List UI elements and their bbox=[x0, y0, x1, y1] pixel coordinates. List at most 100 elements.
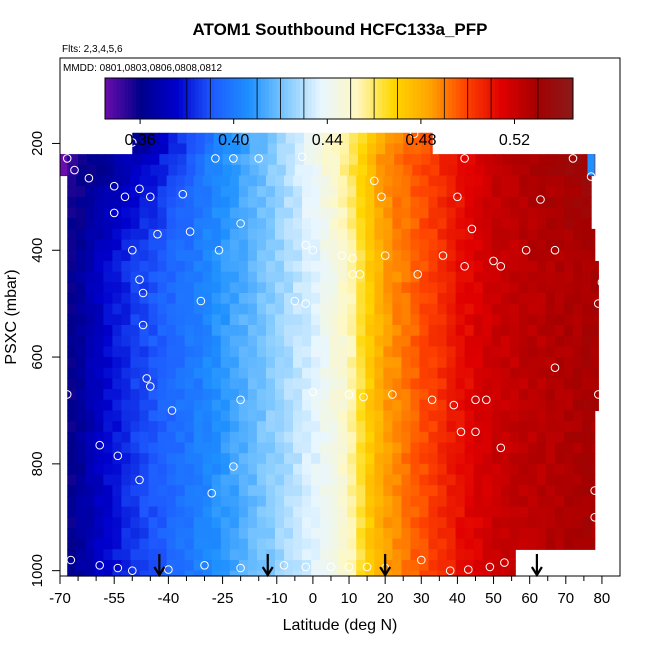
heatmap-cell bbox=[265, 292, 276, 305]
heatmap-cell bbox=[527, 527, 538, 540]
heatmap-cell bbox=[374, 378, 384, 390]
heatmap-cell bbox=[383, 346, 393, 358]
heatmap-cell bbox=[338, 527, 348, 540]
heatmap-cell bbox=[121, 442, 132, 454]
heatmap-cell bbox=[509, 367, 520, 380]
heatmap-cell bbox=[293, 431, 303, 444]
heatmap-cell bbox=[78, 164, 88, 177]
heatmap-cell bbox=[356, 239, 366, 251]
heatmap-cell bbox=[365, 292, 375, 305]
heatmap-cell bbox=[518, 389, 529, 401]
heatmap-cell bbox=[455, 346, 466, 358]
heatmap-cell bbox=[518, 442, 529, 454]
heatmap-cell bbox=[573, 325, 583, 337]
heatmap-cell bbox=[265, 570, 276, 577]
heatmap-cell bbox=[473, 250, 484, 262]
heatmap-cell bbox=[338, 474, 348, 486]
heatmap-cell bbox=[365, 271, 375, 283]
heatmap-cell bbox=[329, 175, 339, 187]
heatmap-cell bbox=[491, 292, 502, 305]
heatmap-cell bbox=[538, 164, 549, 177]
heatmap-cell bbox=[464, 442, 475, 454]
sample-point bbox=[464, 565, 473, 574]
heatmap-cell bbox=[573, 517, 583, 529]
heatmap-cell bbox=[157, 228, 168, 241]
heatmap-cell bbox=[247, 570, 258, 577]
heatmap-cell bbox=[130, 357, 141, 369]
heatmap-cell bbox=[374, 207, 384, 219]
heatmap-cell bbox=[329, 538, 339, 550]
heatmap-cell bbox=[247, 250, 258, 262]
heatmap-cell bbox=[193, 485, 204, 497]
heatmap-cell bbox=[509, 421, 520, 433]
heatmap-cell bbox=[412, 143, 422, 155]
heatmap-cell bbox=[564, 527, 574, 540]
heatmap-cell bbox=[356, 325, 366, 337]
heatmap-cell bbox=[554, 228, 565, 241]
heatmap-cell bbox=[356, 474, 366, 486]
heatmap-cell bbox=[284, 442, 294, 454]
heatmap-cell bbox=[247, 207, 258, 219]
heatmap-cell bbox=[545, 303, 556, 315]
heatmap-cell bbox=[247, 538, 258, 550]
heatmap-cell bbox=[500, 399, 511, 412]
heatmap-cell bbox=[365, 303, 375, 315]
heatmap-cell bbox=[527, 421, 538, 433]
heatmap-cell bbox=[545, 175, 556, 187]
heatmap-cell bbox=[184, 378, 195, 390]
heatmap-cell bbox=[410, 239, 421, 251]
heatmap-cell bbox=[67, 260, 77, 273]
sample-point bbox=[590, 513, 600, 522]
heatmap-cell bbox=[202, 239, 213, 251]
heatmap-cell bbox=[554, 538, 565, 550]
heatmap-cell bbox=[229, 218, 240, 230]
heatmap-cell bbox=[247, 186, 258, 198]
heatmap-cell bbox=[392, 570, 403, 577]
heatmap-cell bbox=[385, 154, 395, 166]
heatmap-cell bbox=[473, 367, 484, 380]
heatmap-cell bbox=[121, 538, 132, 550]
heatmap-cell bbox=[112, 228, 123, 241]
heatmap-cell bbox=[238, 186, 249, 198]
colorbar-step bbox=[381, 78, 387, 119]
heatmap-cell bbox=[383, 260, 393, 273]
heatmap-cell bbox=[500, 239, 511, 251]
heatmap-cell bbox=[545, 389, 556, 401]
heatmap-cell bbox=[157, 260, 168, 273]
heatmap-cell bbox=[94, 228, 104, 241]
heatmap-cell bbox=[256, 271, 267, 283]
heatmap-cell bbox=[509, 442, 520, 454]
sample-point bbox=[467, 224, 477, 234]
heatmap-cell bbox=[365, 335, 375, 347]
heatmap-cell bbox=[184, 271, 195, 283]
heatmap-cell bbox=[419, 357, 430, 369]
heatmap-cell bbox=[256, 559, 267, 572]
heatmap-cell bbox=[159, 154, 169, 166]
heatmap-cell bbox=[184, 474, 195, 486]
heatmap-cell bbox=[148, 335, 159, 347]
heatmap-cell bbox=[374, 282, 384, 294]
heatmap-cell bbox=[320, 485, 330, 497]
heatmap-cell bbox=[67, 346, 77, 358]
heatmap-cell bbox=[500, 228, 511, 241]
heatmap-cell bbox=[500, 389, 511, 401]
heatmap-cell bbox=[365, 506, 375, 518]
heatmap-cell bbox=[103, 495, 113, 508]
heatmap-cell bbox=[284, 389, 294, 401]
heatmap-cell bbox=[475, 164, 486, 177]
heatmap-cell bbox=[220, 292, 231, 305]
heatmap-cell bbox=[276, 164, 287, 177]
colorbar-step bbox=[214, 78, 219, 119]
heatmap-cell bbox=[139, 196, 150, 209]
heatmap-cell bbox=[195, 143, 206, 155]
heatmap-cell bbox=[383, 378, 393, 390]
heatmap-cell bbox=[347, 314, 357, 326]
heatmap-cell bbox=[211, 399, 222, 412]
heatmap-cell bbox=[545, 314, 556, 326]
heatmap-cell bbox=[103, 485, 113, 497]
heatmap-cell bbox=[132, 132, 142, 145]
heatmap-cell bbox=[536, 186, 547, 198]
heatmap-cell bbox=[211, 421, 222, 433]
heatmap-cell bbox=[536, 303, 547, 315]
heatmap-cell bbox=[374, 303, 384, 315]
